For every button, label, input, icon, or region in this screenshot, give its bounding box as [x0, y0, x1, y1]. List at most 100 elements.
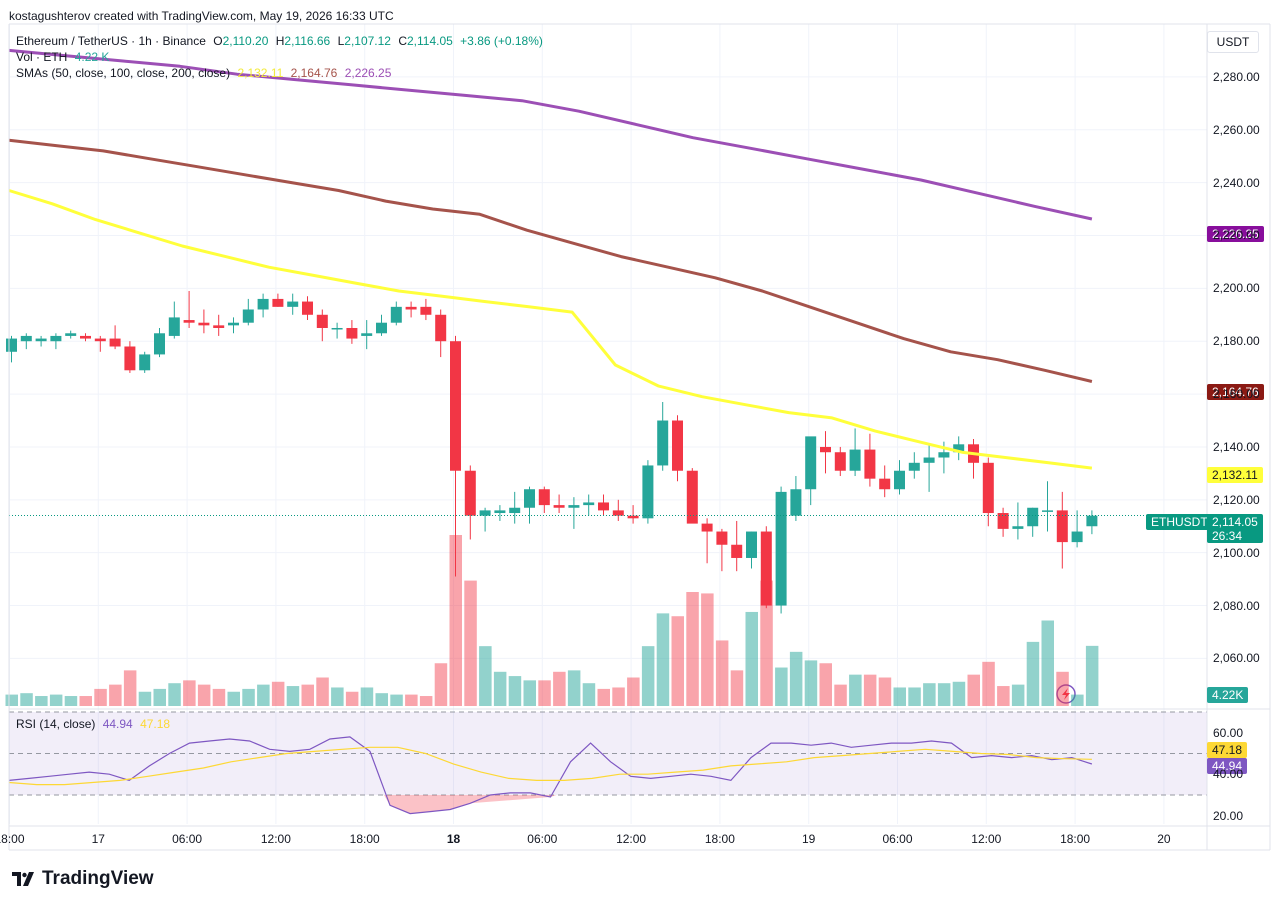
alert-lightning-icon [1056, 684, 1076, 704]
volume-bar [271, 681, 285, 706]
candle-down [346, 320, 358, 344]
candle-down [716, 528, 728, 572]
alert-icon-bolt [1062, 688, 1070, 700]
sma200-price-tag: 2,226.25 [1207, 226, 1264, 242]
volume-bar [745, 611, 758, 706]
candle-up [331, 322, 343, 339]
candle-up [20, 333, 32, 350]
volume-bar [94, 688, 107, 706]
candle-body [760, 531, 772, 606]
volume-bar [405, 694, 418, 706]
volume-bar [1071, 694, 1084, 706]
volume-bar [493, 671, 507, 706]
volume-bar [878, 677, 892, 706]
candle-body [302, 301, 313, 315]
candle-body [80, 335, 91, 339]
time-tick-label: 06:00 [172, 832, 203, 846]
price-tick-label: 2,220.00 [1213, 228, 1260, 243]
volume-bar [301, 684, 314, 706]
volume-bar [257, 684, 270, 706]
candle-body [1071, 531, 1083, 543]
last-price: 2,114.05 [1212, 515, 1258, 529]
tradingview-logo[interactable]: TradingView [12, 868, 154, 890]
volume-bar [834, 684, 847, 706]
volume-bar [582, 683, 596, 706]
candle-up [242, 298, 254, 326]
high-value: 2,116.66 [284, 34, 331, 48]
candle-body [1042, 510, 1053, 512]
candle-body [20, 335, 32, 342]
candle-body [834, 452, 846, 471]
candle-down [820, 431, 831, 474]
volume-bar [49, 694, 63, 706]
time-tick-label: 06:00 [527, 832, 558, 846]
candle-down [834, 446, 846, 477]
candle-down [302, 296, 313, 321]
candle-body [479, 510, 491, 516]
candle-up [1086, 510, 1098, 535]
candle-body [376, 322, 387, 334]
volume-bar [197, 684, 211, 706]
symbol-name[interactable]: Ethereum / TetherUS · 1h · Binance [16, 34, 206, 48]
candle-down [553, 494, 565, 514]
sma-100-line [8, 138, 1093, 383]
sma-label[interactable]: SMAs (50, close, 100, close, 200, close) [16, 66, 231, 80]
volume-bar [449, 535, 462, 706]
candle-body [923, 457, 935, 463]
time-tick-label: 18:00 [349, 832, 380, 846]
candle-up [509, 491, 521, 524]
volume-bar [1041, 620, 1054, 706]
candle-body [731, 544, 743, 558]
candle-up [257, 293, 269, 318]
candle-body [287, 301, 299, 307]
volume-bar [375, 693, 388, 706]
candle-down [450, 335, 461, 577]
candle-body [775, 491, 787, 606]
candle-up [1027, 507, 1039, 537]
rsi-label[interactable]: RSI (14, close) [16, 717, 96, 731]
candle-body [627, 515, 639, 519]
volume-label[interactable]: Vol · ETH [16, 50, 68, 64]
candle-body [701, 523, 713, 532]
candle-down [686, 468, 698, 524]
time-tick-label: 18:00 [0, 832, 25, 846]
candle-down [627, 505, 639, 524]
rsi-tick-label: 60.00 [1213, 725, 1244, 740]
candle-body [35, 338, 47, 342]
candle-body [50, 335, 62, 342]
candle-up [657, 402, 669, 471]
price-tick-label: 2,140.00 [1213, 439, 1260, 454]
volume-bar [553, 671, 566, 706]
candle-down [316, 309, 328, 342]
price-tick-label: 2,160.00 [1213, 387, 1260, 402]
rsi-ma-tag: 47.18 [1207, 742, 1248, 758]
last-price-tag: 2,114.05 26:34 [1207, 514, 1263, 543]
candle-body [109, 338, 121, 347]
candle-down [183, 290, 195, 328]
volume-bar [656, 613, 670, 706]
candle-body [553, 505, 565, 508]
rsi-oversold-fill [384, 795, 557, 814]
volume-bar [360, 687, 374, 706]
candle-body [420, 306, 432, 315]
volume-bar [804, 660, 818, 706]
volume-bar [168, 683, 181, 706]
volume-bar [153, 688, 166, 706]
time-tick-label: 12:00 [971, 832, 1002, 846]
candle-down [405, 301, 417, 318]
time-tick-label: 06:00 [882, 832, 913, 846]
candle-body [213, 325, 225, 328]
candle-body [672, 420, 683, 471]
volume-tag: 4.22K [1207, 687, 1249, 703]
price-tick-label: 2,080.00 [1213, 598, 1260, 613]
candle-down [198, 309, 210, 334]
candle-down [213, 314, 225, 336]
currency-button[interactable]: USDT [1207, 31, 1259, 53]
volume-bar [479, 646, 492, 706]
price-tick-label: 2,060.00 [1213, 651, 1260, 666]
candle-down [760, 526, 772, 609]
candle-down [420, 298, 432, 321]
candle-body [346, 327, 358, 339]
volume-bar [1026, 641, 1040, 706]
